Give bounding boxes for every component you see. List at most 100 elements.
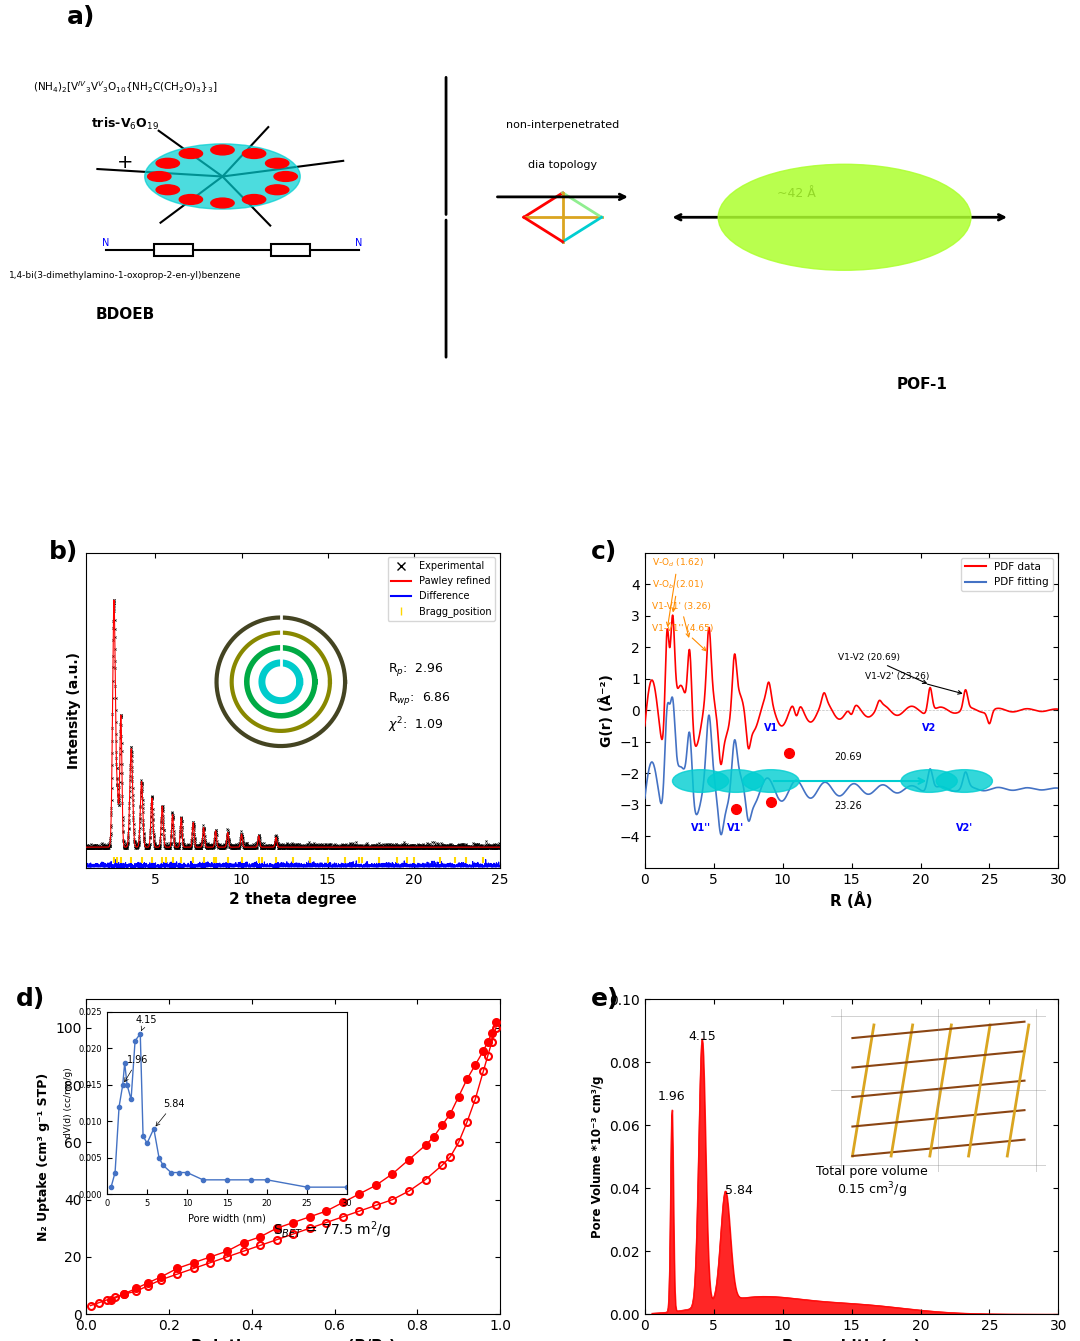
Difference xyxy=(494,858,507,874)
Text: N: N xyxy=(103,237,109,248)
Difference xyxy=(486,857,499,873)
PDF data xyxy=(671,679,684,695)
Bragg_position xyxy=(135,853,148,869)
Experimental xyxy=(257,838,270,854)
Experimental xyxy=(127,823,140,839)
Bragg_position xyxy=(175,853,188,869)
Circle shape xyxy=(211,145,234,156)
X-axis label: Relative pressure (P/P₀): Relative pressure (P/P₀) xyxy=(191,1338,395,1341)
Pawley refined xyxy=(108,593,121,609)
Bragg_position xyxy=(448,853,461,869)
Y-axis label: G(r) (Å⁻²): G(r) (Å⁻²) xyxy=(599,673,613,747)
Text: 1.96: 1.96 xyxy=(658,1090,686,1102)
Bragg_position xyxy=(166,853,179,869)
Difference xyxy=(80,857,93,873)
PDF data xyxy=(687,728,700,744)
Text: b): b) xyxy=(50,540,79,565)
Circle shape xyxy=(179,194,203,204)
Bragg_position xyxy=(114,853,127,869)
Pawley refined xyxy=(494,839,507,856)
Bragg_position xyxy=(210,853,222,869)
Bragg_position xyxy=(207,853,220,869)
Line: Pawley refined: Pawley refined xyxy=(86,601,500,848)
Pawley refined xyxy=(441,839,454,856)
Bragg_position xyxy=(303,853,316,869)
Text: N: N xyxy=(355,237,362,248)
Bragg_position xyxy=(187,853,200,869)
Bragg_position xyxy=(146,853,159,869)
Text: e): e) xyxy=(591,987,620,1011)
Circle shape xyxy=(157,158,179,168)
Line: Experimental: Experimental xyxy=(85,598,501,849)
Text: V-O$_d$ (1.62): V-O$_d$ (1.62) xyxy=(651,557,704,626)
Text: d): d) xyxy=(16,987,45,1011)
Bragg_position xyxy=(321,853,334,869)
Bragg_position xyxy=(198,853,211,869)
Text: POF-1: POF-1 xyxy=(896,377,948,392)
Bragg_position xyxy=(253,853,266,869)
Text: $\chi^2$:  1.09: $\chi^2$: 1.09 xyxy=(389,715,444,735)
PDF fitting xyxy=(1052,780,1065,797)
Legend: PDF data, PDF fitting: PDF data, PDF fitting xyxy=(961,558,1053,591)
Text: V1-V1'' (4.65): V1-V1'' (4.65) xyxy=(651,625,713,650)
Bragg_position xyxy=(270,853,283,869)
PDF data xyxy=(874,693,887,709)
PDF fitting xyxy=(665,689,678,705)
Experimental xyxy=(82,839,95,856)
Experimental xyxy=(152,839,165,856)
Bar xyxy=(154,244,193,256)
Circle shape xyxy=(266,185,288,194)
Bragg_position xyxy=(401,853,414,869)
Difference xyxy=(441,857,454,873)
Bragg_position xyxy=(407,853,420,869)
PDF data xyxy=(823,697,836,713)
Line: PDF data: PDF data xyxy=(645,616,1058,764)
Text: V1-V2 (20.69): V1-V2 (20.69) xyxy=(838,653,927,684)
PDF data xyxy=(814,695,827,711)
Pawley refined xyxy=(127,819,140,835)
PDF data xyxy=(715,756,728,772)
Experimental xyxy=(494,839,507,856)
Experimental xyxy=(80,838,93,854)
Bragg_position xyxy=(286,853,299,869)
Pawley refined xyxy=(80,839,93,856)
Text: a): a) xyxy=(67,5,95,30)
Circle shape xyxy=(148,172,171,181)
Text: V1-V2' (23.26): V1-V2' (23.26) xyxy=(865,672,961,695)
Line: PDF fitting: PDF fitting xyxy=(645,697,1058,834)
Text: R$_p$:  2.96: R$_p$: 2.96 xyxy=(389,661,444,679)
Text: V1-V1' (3.26): V1-V1' (3.26) xyxy=(651,602,711,637)
Y-axis label: N₂ Uptake (cm³ g⁻¹ STP): N₂ Uptake (cm³ g⁻¹ STP) xyxy=(37,1073,50,1240)
Bragg_position xyxy=(373,853,386,869)
PDF fitting xyxy=(874,778,887,794)
Bragg_position xyxy=(476,853,489,869)
Line: Difference: Difference xyxy=(86,860,500,872)
Pawley refined xyxy=(257,839,270,856)
PDF data xyxy=(1052,701,1065,717)
X-axis label: 2 theta degree: 2 theta degree xyxy=(229,892,357,907)
Bragg_position xyxy=(235,853,248,869)
PDF fitting xyxy=(687,791,700,807)
Experimental xyxy=(486,838,499,854)
Experimental xyxy=(239,839,252,856)
Bragg_position xyxy=(221,853,234,869)
Bar xyxy=(271,244,310,256)
Circle shape xyxy=(179,149,203,158)
Bragg_position xyxy=(303,853,316,869)
Text: R$_{wp}$:  6.86: R$_{wp}$: 6.86 xyxy=(389,689,451,707)
PDF data xyxy=(666,607,679,624)
Bragg_position xyxy=(355,853,368,869)
Y-axis label: Pore Volume *10⁻³ cm³/g: Pore Volume *10⁻³ cm³/g xyxy=(591,1075,604,1238)
Bragg_position xyxy=(390,853,403,869)
Bragg_position xyxy=(111,853,124,869)
Pawley refined xyxy=(486,839,499,856)
Line: Bragg_position: Bragg_position xyxy=(111,857,486,864)
Bragg_position xyxy=(338,853,351,869)
Difference xyxy=(116,864,129,880)
Text: BDOEB: BDOEB xyxy=(96,307,154,322)
Text: c): c) xyxy=(591,540,618,565)
Text: V-O$_b$ (2.01): V-O$_b$ (2.01) xyxy=(651,578,704,611)
X-axis label: Pore width (nm): Pore width (nm) xyxy=(782,1338,921,1341)
Text: 1,4-bi(3-dimethylamino-1-oxoprop-2-en-yl)benzene: 1,4-bi(3-dimethylamino-1-oxoprop-2-en-yl… xyxy=(9,271,242,280)
Circle shape xyxy=(211,198,234,208)
